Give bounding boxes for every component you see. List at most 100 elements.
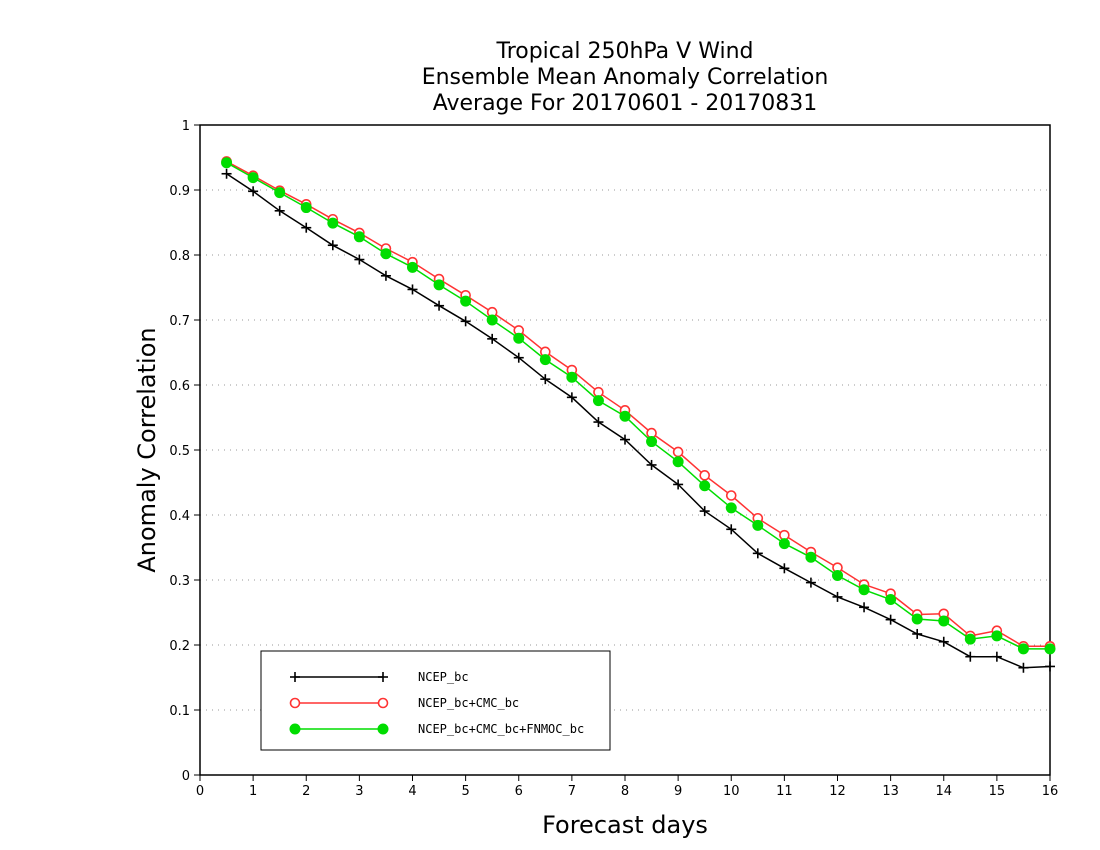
data-point: [566, 371, 578, 383]
y-tick-label: 0.6: [169, 379, 190, 394]
x-tick-label: 11: [776, 784, 793, 799]
data-point: [1045, 661, 1055, 672]
legend-item: NCEP_bc+CMC_bc: [289, 696, 519, 710]
data-point: [672, 456, 684, 468]
data-point: [619, 410, 631, 422]
data-point: [672, 446, 684, 458]
data-point: [938, 636, 949, 647]
data-point: [726, 524, 737, 535]
data-point: [725, 490, 737, 501]
y-tick-label: 0.5: [169, 444, 190, 459]
x-tick-label: 5: [461, 784, 469, 799]
y-tick-label: 0.1: [169, 704, 190, 719]
series-line: [226, 162, 1050, 650]
title-line-1: Tropical 250hPa V Wind: [495, 39, 753, 64]
legend-item: NCEP_bc+CMC_bc+FNMOC_bc: [289, 722, 584, 736]
data-point: [301, 222, 312, 233]
series-line: [226, 173, 1051, 669]
data-point: [513, 332, 525, 344]
y-axis-label: Anomaly Correlation: [133, 327, 161, 572]
x-tick-label: 12: [829, 784, 846, 799]
y-tick-label: 0.3: [169, 574, 190, 589]
data-point: [1018, 662, 1029, 673]
data-point: [885, 594, 897, 605]
y-tick-label: 0.9: [169, 184, 190, 199]
legend-item: NCEP_bc: [290, 670, 469, 684]
legend-marker: [290, 672, 300, 682]
data-point: [380, 248, 392, 260]
data-point: [938, 615, 950, 627]
data-point: [327, 240, 338, 251]
data-point: [566, 392, 577, 403]
x-tick-label: 7: [568, 784, 576, 799]
data-point: [540, 374, 551, 385]
data-point: [460, 316, 471, 327]
x-tick-label: 3: [355, 784, 363, 799]
data-point: [1044, 643, 1056, 655]
data-point: [592, 395, 604, 407]
data-point: [221, 168, 232, 179]
grid: [200, 189, 1050, 711]
data-point: [646, 459, 657, 470]
legend-items: NCEP_bc NCEP_bc+CMC_bc NCEP_bc+CMC_bc+FNMO…: [289, 670, 584, 736]
data-point: [460, 295, 472, 307]
series-ncep-bc-cmc-bc-fnmoc-bc: [221, 157, 1056, 655]
data-point: [858, 584, 870, 596]
x-tick-label: 10: [723, 784, 740, 799]
x-tick-label: 4: [408, 784, 416, 799]
data-point: [539, 354, 551, 366]
legend-label: NCEP_bc+CMC_bc: [418, 696, 519, 710]
y-tick-label: 0.2: [169, 639, 190, 654]
data-point: [247, 172, 259, 184]
data-point: [752, 548, 763, 559]
x-tick-label: 16: [1042, 784, 1059, 799]
data-point: [486, 314, 498, 326]
data-point: [646, 436, 658, 448]
y-tick-label: 0.4: [169, 509, 190, 524]
x-tick-label: 8: [621, 784, 629, 799]
data-point: [725, 502, 737, 514]
title-line-3: Average For 20170601 - 20170831: [433, 91, 818, 116]
data-point: [832, 569, 843, 581]
data-point: [779, 563, 790, 574]
data-point: [778, 538, 790, 550]
series-ncep-bc: [221, 168, 1055, 673]
data-point: [407, 261, 418, 273]
data-point: [407, 284, 418, 295]
data-point: [991, 651, 1002, 662]
data-point: [380, 270, 391, 281]
data-point: [300, 202, 312, 214]
data-point: [513, 352, 524, 363]
data-point: [699, 470, 710, 481]
data-point: [434, 300, 445, 311]
data-point: [911, 613, 923, 625]
y-tick-label: 1: [182, 119, 190, 134]
data-point: [805, 551, 817, 563]
legend: NCEP_bc NCEP_bc+CMC_bc NCEP_bc+CMC_bc+FNMO…: [260, 650, 611, 751]
series-lines: [221, 156, 1056, 673]
x-tick-label: 13: [882, 784, 899, 799]
chart-title: Tropical 250hPa V Wind Ensemble Mean Ano…: [422, 39, 829, 116]
data-point: [859, 602, 870, 613]
axis-ticks: 00.10.20.30.40.50.60.70.80.910 1 2 3 4 5 6 7 8 9 1…: [169, 119, 1058, 799]
x-tick-label: 14: [935, 784, 952, 799]
data-point: [832, 591, 843, 602]
x-tick-label: 9: [674, 784, 682, 799]
data-point: [274, 205, 285, 216]
data-point: [593, 417, 604, 428]
legend-label: NCEP_bc: [418, 670, 469, 684]
data-point: [354, 254, 365, 265]
y-tick-label: 0.8: [169, 249, 190, 264]
x-tick-label: 6: [515, 784, 523, 799]
data-point: [221, 157, 233, 169]
legend-box: [260, 650, 611, 751]
data-point: [353, 231, 365, 243]
legend-marker: [378, 672, 388, 682]
data-point: [912, 628, 923, 639]
data-point: [805, 577, 816, 588]
data-point: [991, 630, 1003, 642]
data-point: [620, 434, 630, 445]
data-point: [885, 614, 896, 625]
series-line: [226, 160, 1050, 648]
